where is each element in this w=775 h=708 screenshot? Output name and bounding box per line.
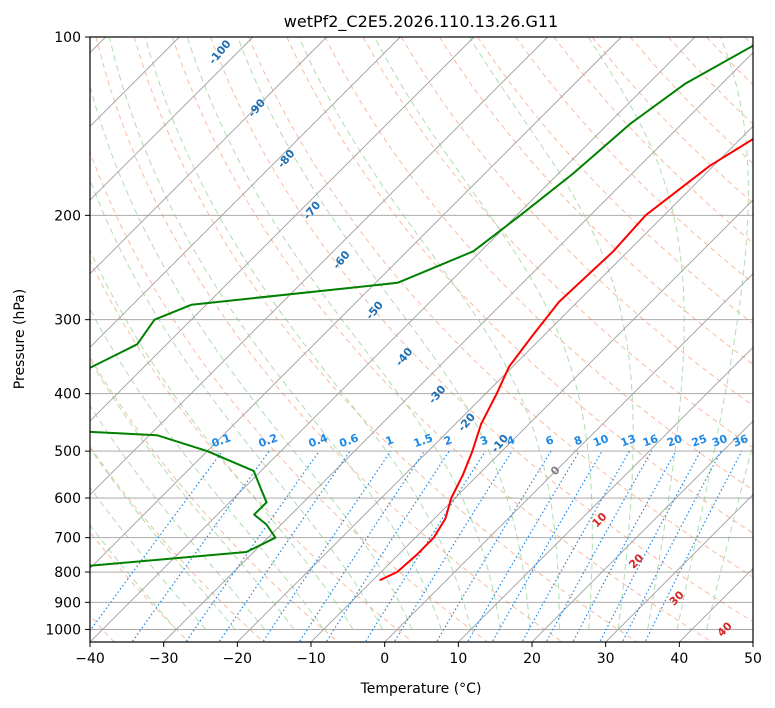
y-tick-label: 200 [54,208,81,224]
mixing-ratio-line [393,450,513,642]
moist-adiabat-line [144,37,472,630]
y-tick-label: 900 [54,595,81,611]
x-tick-label: 40 [670,651,688,667]
x-tick-label: −30 [149,651,179,667]
mixing-ratio-label: 1.5 [412,431,435,450]
isotherm-line [310,199,753,642]
x-tick-label: 50 [744,651,762,667]
mixing-ratio-label: 10 [591,432,610,450]
dry-adiabat-line [248,37,753,578]
mixing-ratio-line [298,450,425,642]
mixing-ratio-label: 3 [478,433,490,448]
moist-adiabat-line [90,358,295,630]
x-tick-label: 0 [380,651,389,667]
isotherm-line [90,37,475,422]
mixing-ratio-line [90,450,223,632]
isotherm-line [457,346,753,642]
mixing-ratio-label: 0.4 [307,431,330,450]
sounding-line [90,44,753,567]
sounding-profiles [90,44,753,581]
mixing-ratio-label: 25 [690,432,709,449]
mixing-ratio-label: 8 [572,433,584,448]
isotherm-line [90,37,548,496]
moist-adiabat-line [90,178,383,630]
mixing-ratio-label: 6 [544,433,556,448]
y-axis-title: Pressure (hPa) [12,289,28,389]
mixing-ratio-line [466,450,580,642]
mixing-ratio-label: 20 [665,432,684,450]
moist-adiabat-line [706,441,753,630]
y-tick-label: 400 [54,387,81,403]
sounding-line [379,137,753,581]
moist-adiabat-line [298,37,560,630]
isotherm-line [90,37,696,642]
mixing-ratio-label: 1 [384,433,396,448]
mixing-ratio-label: 2 [442,433,454,448]
mixing-ratio-line [218,450,351,642]
x-tick-label: 30 [597,651,615,667]
plot-frame [89,36,754,643]
mixing-ratio-line [131,450,270,642]
x-tick-label: −10 [296,651,326,667]
mixing-ratio-line [325,450,450,642]
mixing-ratio-label: 0.2 [257,431,280,450]
dry-adiabat-line [400,37,753,407]
mixing-ratio-line [572,450,677,642]
dry-adiabat-line [477,37,753,325]
y-tick-label: 500 [54,444,81,460]
x-tick-label: −20 [223,651,253,667]
isotherm-line [384,273,753,642]
isotherm-line [90,37,254,201]
mixing-ratio-label: 4 [505,433,517,448]
chart-title: wetPf2_C2E5.2026.110.13.26.G11 [284,12,558,32]
x-axis: −40 −30 −20 −10 0 10 20 30 40 50 [75,642,762,667]
moist-adiabat-line [469,37,634,630]
x-tick-label: 10 [449,651,467,667]
mixing-ratio-line [599,450,702,642]
y-tick-label: 1000 [45,622,81,638]
mixing-ratio-label: 0.1 [210,431,233,450]
mixing-ratio-line [185,450,320,642]
moist-adiabat-line [374,37,593,630]
mixing-ratio-line [364,450,486,642]
moist-adiabat-line [90,84,413,630]
x-tick-label: −40 [75,651,105,667]
mixing-ratio-line [621,450,722,642]
moist-adiabat-line [90,249,354,630]
isotherm-line [90,37,327,275]
isotherm-line [90,37,622,569]
x-tick-label: 20 [523,651,541,667]
mixing-ratio-label: 16 [641,432,660,450]
x-axis-title: Temperature (°C) [360,681,482,697]
mixing-ratio-line [262,450,392,642]
moist-adiabat-line [676,37,749,630]
moist-adiabat-line [108,37,442,630]
y-tick-label: 100 [54,30,81,46]
y-axis: 100 200 300 400 500 600 700 800 900 1000 [45,30,90,638]
mixing-ratio-label: 30 [710,432,729,450]
y-tick-label: 600 [54,491,81,507]
isotherm-line [605,494,753,642]
y-tick-label: 700 [54,531,81,547]
moist-adiabat-line [186,37,501,630]
mixing-ratio-label: 36 [731,432,750,450]
isotherm-line [531,420,753,642]
moist-adiabat-line [90,486,207,630]
y-tick-label: 300 [54,313,81,329]
isotherm-line [236,125,753,642]
moist-adiabat-line [237,37,531,630]
moist-adiabat-line [90,404,265,630]
moist-adiabat-line [90,308,324,630]
moist-adiabat-line [587,37,685,630]
isotherm-line [90,37,401,348]
mixing-ratio-label: 13 [619,432,638,449]
mixing-ratio-label: 0.6 [338,431,361,450]
y-tick-label: 800 [54,565,81,581]
dry-adiabat-line [438,37,753,366]
dry-adiabat-line [286,37,753,534]
